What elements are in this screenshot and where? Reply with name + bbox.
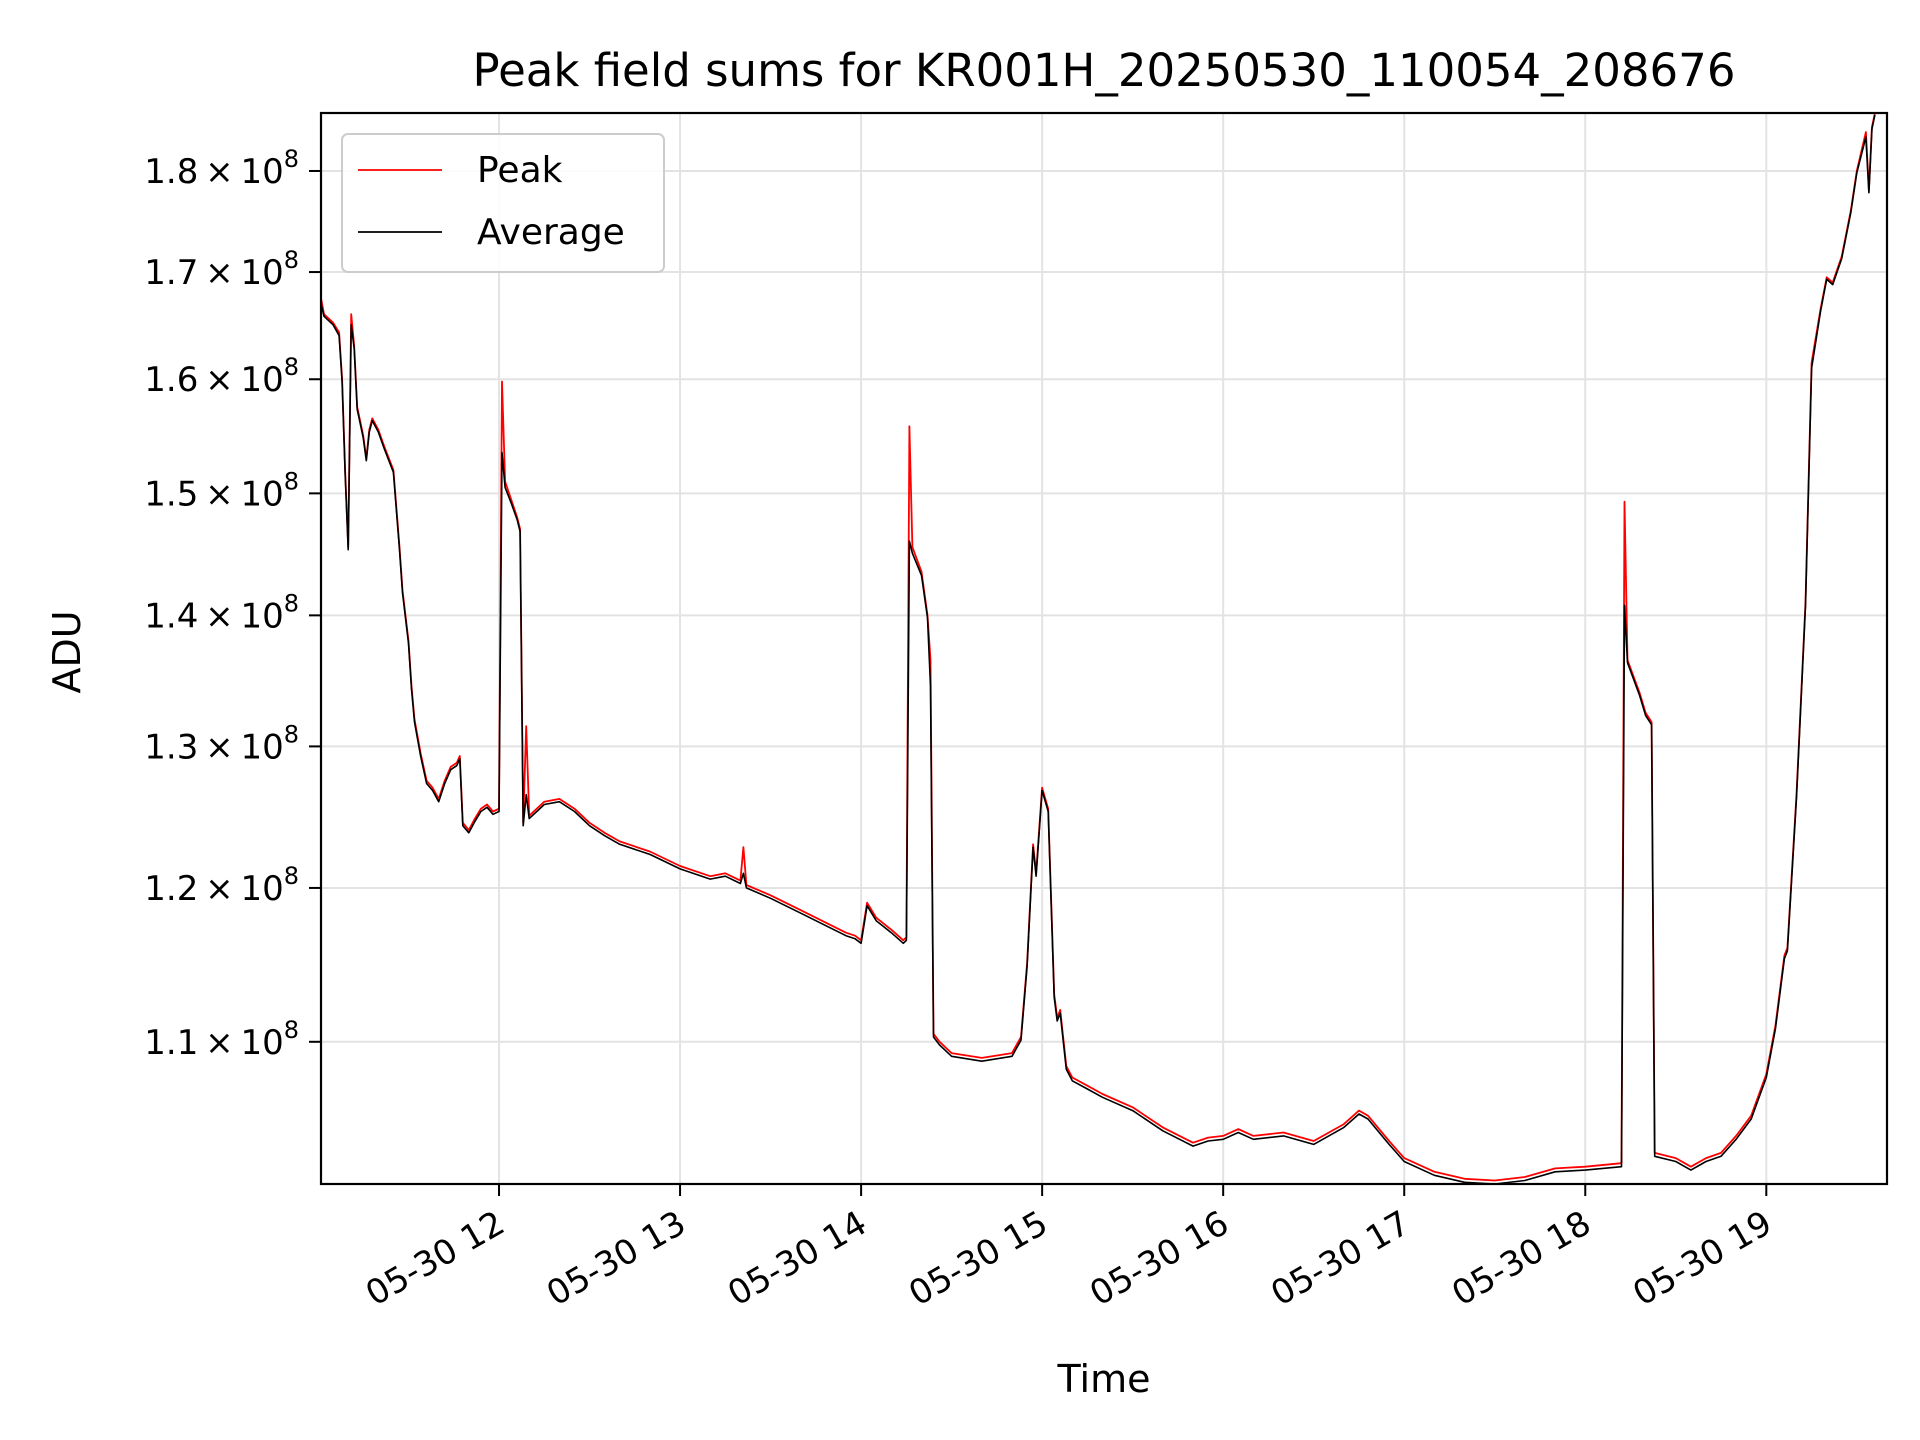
y-tick-base: 10: [240, 869, 283, 909]
y-tick-exponent: 8: [284, 246, 299, 274]
y-tick-base: 10: [240, 253, 283, 293]
y-tick-base: 10: [240, 360, 283, 400]
y-tick-mantissa: 1.4: [144, 596, 198, 636]
y-tick-mantissa: 1.5: [144, 474, 198, 514]
y-tick-mantissa: 1.1: [144, 1023, 198, 1063]
y-tick-exponent: 8: [284, 589, 299, 617]
y-tick-exponent: 8: [284, 145, 299, 173]
y-tick-times: ×: [198, 474, 240, 514]
chart-title: Peak field sums for KR001H_20250530_1100…: [473, 44, 1736, 97]
y-tick-mantissa: 1.2: [144, 869, 198, 909]
y-tick-base: 10: [240, 152, 283, 192]
y-tick-exponent: 8: [284, 1016, 299, 1044]
y-tick-exponent: 8: [284, 720, 299, 748]
y-tick-times: ×: [198, 253, 240, 293]
legend-label-peak: Peak: [477, 150, 563, 191]
plot-frame: [319, 111, 1889, 1186]
y-tick-label: 1.7 × 108: [144, 246, 299, 293]
legend-label-average: Average: [477, 212, 625, 253]
y-tick-mantissa: 1.7: [144, 253, 198, 293]
y-tick-times: ×: [198, 596, 240, 636]
series-layer: [320, 112, 1876, 1185]
y-tick-label: 1.2 × 108: [144, 862, 299, 909]
y-tick-exponent: 8: [284, 353, 299, 381]
y-tick-label: 1.3 × 108: [144, 720, 299, 767]
y-tick-times: ×: [198, 869, 240, 909]
y-tick-label: 1.1 × 108: [144, 1016, 299, 1063]
y-tick-times: ×: [198, 1023, 240, 1063]
x-axis-label: Time: [1057, 1357, 1151, 1401]
y-tick-exponent: 8: [284, 467, 299, 495]
y-tick-label: 1.6 × 108: [144, 353, 299, 400]
y-tick-times: ×: [198, 152, 240, 192]
y-tick-mantissa: 1.3: [144, 727, 198, 767]
y-tick-times: ×: [198, 360, 240, 400]
y-tick-base: 10: [240, 596, 283, 636]
y-tick-base: 10: [240, 474, 283, 514]
y-tick-times: ×: [198, 727, 240, 767]
grid: [321, 113, 1887, 1184]
y-tick-mantissa: 1.8: [144, 152, 198, 192]
y-tick-mantissa: 1.6: [144, 360, 198, 400]
y-tick-exponent: 8: [284, 862, 299, 890]
legend: Peak Average: [341, 133, 665, 273]
y-axis-label: ADU: [45, 610, 89, 693]
y-tick-label: 1.8 × 108: [144, 145, 299, 192]
series-line-average: [320, 114, 1876, 1185]
y-tick-base: 10: [240, 1023, 283, 1063]
y-tick-base: 10: [240, 727, 283, 767]
legend-box: [341, 133, 665, 273]
y-tick-label: 1.5 × 108: [144, 467, 299, 514]
y-tick-label: 1.4 × 108: [144, 589, 299, 636]
